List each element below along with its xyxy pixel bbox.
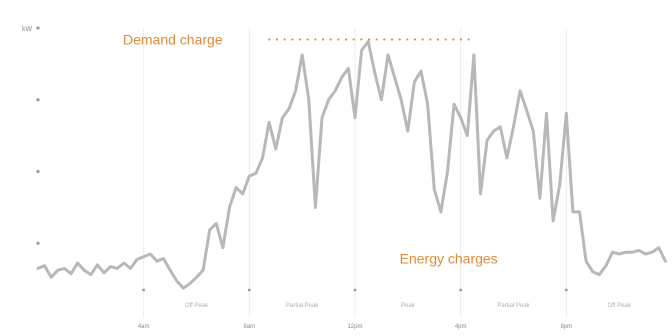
y-tick-dot-2 <box>36 98 40 102</box>
demand-dot-23 <box>444 38 447 41</box>
x-tick-label-0: 4am <box>138 324 150 330</box>
load-series-line <box>36 40 667 290</box>
grid-lines <box>143 28 567 318</box>
x-tick-dot-1 <box>247 288 251 292</box>
x-tick-label-4: 8pm <box>560 324 572 330</box>
demand-dot-4 <box>298 38 302 41</box>
period-label-4: Off Peak <box>608 303 632 309</box>
period-label-1: Partial Peak <box>286 303 319 309</box>
demand-dot-12 <box>360 38 363 41</box>
y-axis: kW <box>22 26 40 245</box>
demand-dot-14 <box>375 38 378 41</box>
y-tick-dot-3 <box>36 26 40 30</box>
demand-dot-21 <box>429 38 432 41</box>
demand-dot-16 <box>390 38 394 41</box>
demand-dot-20 <box>421 38 424 41</box>
demand-dot-7 <box>321 38 325 41</box>
demand-dot-19 <box>413 38 417 41</box>
demand-dot-9 <box>337 38 340 41</box>
demand-dot-2 <box>283 38 286 41</box>
demand-dot-10 <box>344 38 348 41</box>
period-labels: Off Peak Partial Peak Peak Partial Peak Off … <box>185 303 632 309</box>
demand-dot-1 <box>275 38 279 41</box>
demand-dot-24 <box>452 38 455 41</box>
period-label-0: Off Peak <box>185 303 209 309</box>
y-tick-dot-1 <box>36 169 40 174</box>
demand-dot-25 <box>459 38 463 41</box>
x-tick-label-1: 8am <box>243 324 255 330</box>
x-tick-dot-4 <box>564 288 568 292</box>
energy-charges-label: Energy charges <box>400 250 498 266</box>
demand-charge-line <box>268 38 470 41</box>
demand-charge-label: Demand charge <box>123 31 223 47</box>
x-tick-dot-2 <box>353 288 357 292</box>
demand-dot-26 <box>467 38 470 41</box>
x-tick-label-2: 12pm <box>347 324 362 330</box>
demand-dot-13 <box>367 38 371 41</box>
x-tick-dot-3 <box>459 288 463 292</box>
demand-dot-18 <box>406 38 409 41</box>
x-tick-label-3: 4pm <box>455 324 467 330</box>
demand-dot-3 <box>291 38 294 41</box>
period-label-3: Partial Peak <box>497 303 530 309</box>
demand-dot-8 <box>329 38 332 41</box>
demand-dot-0 <box>268 38 271 41</box>
x-axis-ticks: 4am 8am 12pm 4pm 8pm <box>138 288 572 330</box>
demand-dot-5 <box>306 38 309 41</box>
y-tick-dot-0 <box>36 241 40 245</box>
demand-dot-11 <box>352 38 355 41</box>
demand-dot-6 <box>314 38 317 41</box>
period-label-2: Peak <box>401 303 416 309</box>
demand-dot-17 <box>398 38 401 41</box>
demand-dot-22 <box>436 38 440 41</box>
y-axis-label: kW <box>22 26 33 33</box>
demand-dot-15 <box>383 38 386 41</box>
x-tick-dot-0 <box>142 288 146 292</box>
